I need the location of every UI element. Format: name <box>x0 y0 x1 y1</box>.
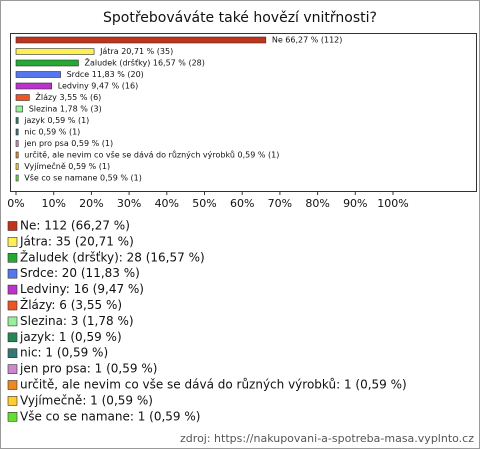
legend-swatch <box>7 268 18 279</box>
legend-swatch <box>7 300 18 311</box>
chart-title: Spotřebováváte také hovězí vnitřnosti? <box>103 10 377 26</box>
legend-label: jazyk: 1 (0,59 %) <box>19 330 122 344</box>
bar <box>15 36 267 44</box>
legend-swatch <box>7 284 18 295</box>
legend-swatch <box>7 380 18 390</box>
value-label: Srdce 11,83 % (20) <box>67 70 144 79</box>
value-label: Žlázy 3,55 % (6) <box>35 91 101 102</box>
bar <box>15 174 19 182</box>
legend-swatch <box>7 316 18 327</box>
legend-label: Žaludek (dršťky): 28 (16,57 %) <box>20 249 205 264</box>
legend-label: nic: 1 (0,59 %) <box>20 346 108 360</box>
legend-swatch <box>7 364 18 374</box>
bar <box>15 71 61 78</box>
value-label: nic 0,59 % (1) <box>24 128 80 137</box>
plot-area <box>10 33 477 192</box>
value-label: Slezina 1,78 % (3) <box>29 105 102 114</box>
x-tick-label: 70% <box>268 197 292 210</box>
legend-swatch <box>7 396 18 406</box>
bar <box>15 59 79 67</box>
value-label: jen pro psa 0,59 % (1) <box>23 139 113 148</box>
value-label: jazyk 0,59 % (1) <box>23 116 89 125</box>
bar <box>15 151 19 159</box>
value-label: Ledviny 9,47 % (16) <box>58 82 139 91</box>
legend-swatch <box>7 253 18 263</box>
legend-swatch <box>7 332 18 343</box>
x-tick-label: 60% <box>230 197 254 210</box>
x-tick-label: 100% <box>377 197 408 210</box>
x-tick-label: 0% <box>7 197 24 210</box>
value-label: Ne 66,27 % (112) <box>272 36 343 45</box>
bar <box>15 105 24 113</box>
legend-label: Srdce: 20 (11,83 %) <box>20 266 140 280</box>
legend-swatch <box>7 237 18 247</box>
x-tick-label: 30% <box>117 197 141 210</box>
legend-label: Žlázy: 6 (3,55 %) <box>20 297 122 312</box>
bar <box>15 94 30 101</box>
legend-label: určitě, ale nevim co vše se dává do různ… <box>20 378 407 392</box>
value-label: Vyjímečně 0,59 % (1) <box>24 161 110 171</box>
legend-swatch <box>7 221 18 231</box>
x-tick-label: 10% <box>41 197 65 210</box>
value-label: Játra 20,71 % (35) <box>99 47 173 56</box>
legend-label: Ledviny: 16 (9,47 %) <box>20 282 144 296</box>
bar <box>15 140 19 147</box>
x-tick-label: 50% <box>192 197 216 210</box>
bar <box>15 117 19 124</box>
source: zdroj: https://nakupovani-a-spotreba-mas… <box>180 432 474 445</box>
bar <box>15 163 19 170</box>
legend-label: Vyjímečně: 1 (0,59 %) <box>20 393 153 407</box>
legend-swatch <box>7 348 18 359</box>
legend-label: Slezina: 3 (1,78 %) <box>20 314 134 328</box>
legend-label: jen pro psa: 1 (0,59 %) <box>19 362 157 376</box>
legend-label: Vše co se namane: 1 (0,59 %) <box>20 409 200 423</box>
legend-label: Játra: 35 (20,71 %) <box>19 234 134 248</box>
value-label: Vše co se namane 0,59 % (1) <box>24 173 142 183</box>
x-tick-label: 40% <box>155 197 179 210</box>
value-label: určitě, ale nevim co vše se dává do různ… <box>24 150 279 160</box>
legend-label: Ne: 112 (66,27 %) <box>20 219 130 233</box>
x-tick-label: 20% <box>79 197 103 210</box>
bar <box>15 48 95 55</box>
x-tick-label: 80% <box>305 197 329 210</box>
x-tick-label: 90% <box>343 197 367 210</box>
legend-swatch <box>7 411 18 422</box>
bar <box>15 82 53 90</box>
value-label: Žaludek (dršťky) 16,57 % (28) <box>84 57 204 68</box>
bar <box>15 128 19 136</box>
